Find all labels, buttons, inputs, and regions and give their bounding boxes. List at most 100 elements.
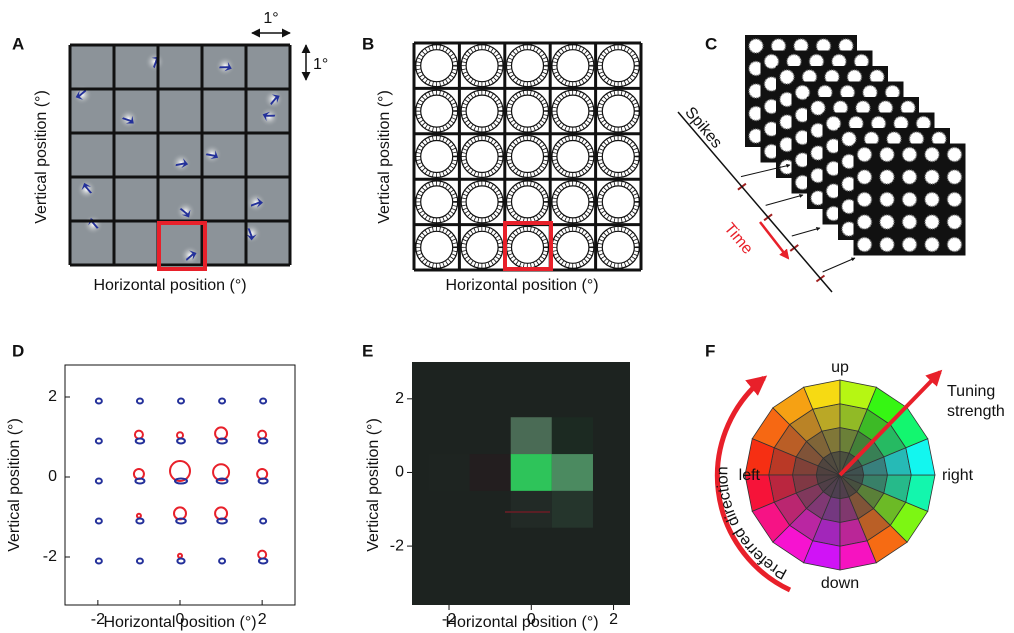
x-axis-label: Horizontal position (°) — [103, 614, 256, 631]
dial-inner — [421, 231, 453, 263]
frame-dial — [903, 238, 917, 252]
direction-label: down — [821, 575, 859, 592]
map-cell — [552, 417, 593, 454]
page: {"panels": { "a": {"label": "A", "x_labe… — [0, 0, 1014, 633]
map-cell — [552, 454, 593, 491]
y-tick-label: 0 — [48, 468, 57, 485]
frame-dial — [925, 148, 939, 162]
figure: A 1° 1° Horizontal position (°) Vertical… — [0, 0, 1014, 633]
glow — [180, 245, 200, 265]
frame-dial — [903, 148, 917, 162]
map-cell — [511, 417, 552, 454]
glow — [83, 215, 103, 235]
panel-c-stack — [738, 35, 966, 282]
y-tick-label: -2 — [43, 548, 57, 565]
frame-dial — [925, 215, 939, 229]
glow — [264, 89, 284, 109]
spike-link — [766, 195, 803, 205]
frame-dial — [880, 238, 894, 252]
dial-inner — [466, 50, 498, 82]
frame-dial — [858, 193, 872, 207]
frame-dial — [903, 215, 917, 229]
frame-dial — [880, 170, 894, 184]
panel-label: B — [362, 34, 374, 53]
glow — [118, 109, 138, 129]
dial-inner — [557, 50, 589, 82]
x-axis-label: Horizontal position (°) — [93, 277, 246, 294]
glow — [259, 107, 279, 127]
time-arrow — [760, 222, 788, 258]
dial-inner — [421, 95, 453, 127]
direction-label: left — [739, 467, 761, 484]
dial-inner — [602, 186, 634, 218]
spike-link — [792, 228, 820, 236]
x-tick-label: 2 — [609, 611, 618, 628]
map-cell — [552, 491, 593, 528]
y-tick-label: -2 — [390, 537, 404, 554]
dial-inner — [421, 186, 453, 218]
panel-b-grid — [414, 43, 641, 270]
frame-dial — [925, 238, 939, 252]
x-axis-label: Horizontal position (°) — [445, 614, 598, 631]
panel-label: F — [705, 341, 715, 360]
time-label: Time — [720, 220, 756, 258]
frame-dial — [948, 170, 962, 184]
dial-inner — [512, 95, 544, 127]
frame-dial — [903, 193, 917, 207]
map-cell — [428, 454, 469, 491]
y-axis-label: Vertical position (°) — [33, 90, 50, 224]
dial-inner — [421, 141, 453, 173]
x-axis-label: Horizontal position (°) — [445, 277, 598, 294]
dial-inner — [602, 50, 634, 82]
frame-dial — [858, 238, 872, 252]
y-axis-label: Vertical position (°) — [365, 418, 382, 552]
glow — [171, 153, 191, 173]
frame-dial — [858, 170, 872, 184]
glow — [202, 144, 222, 164]
tuning-label: Tuning — [947, 383, 995, 400]
y-tick-label: 2 — [395, 390, 404, 407]
frame-dial — [858, 148, 872, 162]
map-cell — [511, 454, 552, 491]
map-cell — [511, 491, 552, 528]
frame-dial — [948, 193, 962, 207]
spikes-label: Spikes — [681, 104, 725, 152]
y-tick-label: 0 — [395, 464, 404, 481]
x-tick-label: 2 — [258, 611, 267, 628]
frame-dial — [880, 193, 894, 207]
frame-dial — [858, 215, 872, 229]
dial-inner — [466, 95, 498, 127]
dial-inner — [557, 95, 589, 127]
spike-link — [823, 258, 855, 272]
dial-inner — [466, 186, 498, 218]
direction-label: right — [942, 467, 974, 484]
scale-label: 1° — [263, 10, 278, 27]
y-axis-label: Vertical position (°) — [6, 418, 23, 552]
dial-inner — [557, 186, 589, 218]
tuning-label: strength — [947, 403, 1005, 420]
dial-inner — [512, 141, 544, 173]
dial-inner — [512, 186, 544, 218]
frame-dial — [925, 170, 939, 184]
panel-label: C — [705, 34, 717, 53]
glow — [215, 56, 235, 76]
dial-inner — [466, 231, 498, 263]
frame-dial — [903, 170, 917, 184]
y-tick-label: 2 — [48, 388, 57, 405]
dial-inner — [557, 231, 589, 263]
frame-dial — [880, 148, 894, 162]
glow — [77, 179, 97, 199]
map-cell — [470, 454, 511, 491]
dial-inner — [512, 50, 544, 82]
direction-label: up — [831, 359, 849, 376]
dial-inner — [512, 231, 544, 263]
dial-inner — [602, 95, 634, 127]
frame-dial — [948, 148, 962, 162]
panel-label: E — [362, 341, 373, 360]
frame-dial — [880, 215, 894, 229]
panel-a-grid — [70, 45, 290, 265]
frame-dial — [925, 193, 939, 207]
dial-inner — [602, 141, 634, 173]
glow — [145, 52, 165, 72]
